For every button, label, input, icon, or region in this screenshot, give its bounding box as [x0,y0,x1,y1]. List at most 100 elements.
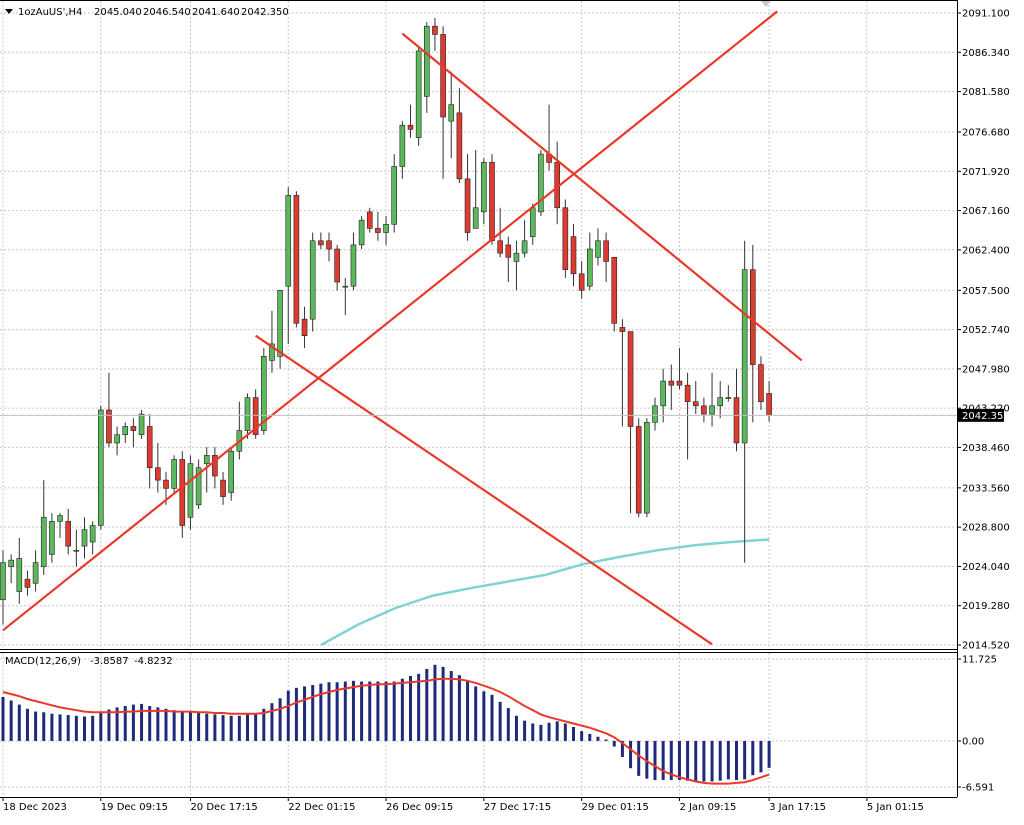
macd-bar [498,701,502,741]
macd-bar [327,682,331,741]
macd-bar [677,740,681,781]
candle [472,149,479,229]
macd-bar [580,731,584,741]
candle-body-bull [709,405,715,415]
candle-body-bear [318,240,324,246]
candle [668,364,675,410]
macd-bar [686,740,690,781]
time-tick-label: 3 Jan 17:15 [769,802,826,813]
candle [138,409,145,439]
symbol-menu-icon[interactable] [5,9,13,14]
macd-bar [735,740,738,781]
time-tick-label: 26 Dec 09:15 [386,802,453,813]
macd-bar [596,736,600,741]
candle [155,442,161,493]
candle [244,393,251,439]
macd-bar [726,740,730,780]
macd-bar [278,698,282,741]
candle [375,211,381,241]
candle [350,232,357,291]
candle-body-bear [440,34,446,118]
candle-body-bull [187,463,194,518]
macd-bar [205,713,209,741]
macd-bar [653,740,657,781]
trendline-3[interactable] [255,334,713,646]
candle [252,389,259,439]
candle-body-bull [725,397,732,399]
macd-bar [482,691,486,741]
candle-body-bear [505,244,512,258]
macd-bar [441,666,445,741]
candle-body-bull [32,562,39,584]
macd-bar [213,714,217,741]
candle-body-bull [350,244,357,287]
candle-body-bull [415,50,422,138]
candle-body-bear [130,426,137,431]
candle-body-bear [456,112,463,180]
candle-body-bear [758,364,764,403]
macd-header-signal: -4.8232 [134,656,173,667]
candle-body-bull [481,162,487,213]
candle [595,228,601,266]
candle [676,348,683,390]
macd-bar [457,675,461,741]
macd-bar [50,713,54,741]
candle-body-bear [155,467,161,481]
candle [627,331,634,514]
macd-signal-line [2,677,770,785]
candle-body-bear [766,393,772,416]
macd-bar [180,711,184,741]
macd-bar [246,714,249,741]
trendlines[interactable] [2,10,803,646]
candle-body-bear [375,228,381,233]
candle-body-bull [277,289,283,357]
candle [448,71,455,159]
time-tick-label: 18 Dec 2023 [3,802,67,813]
price-tick-label: 2071.920 [962,167,1010,178]
candle [228,447,234,501]
candle [187,455,194,530]
candle [358,216,365,250]
price-tick-label: 2014.520 [962,641,1010,652]
candle-body-bear [562,207,569,270]
macd-bar [343,681,347,741]
price-tick-label: 2086.340 [962,48,1010,59]
current-price-box [958,408,1004,422]
candle-body-bear [146,426,153,469]
price-tick-label: 2057.500 [962,286,1010,297]
candle [342,277,349,316]
time-axis[interactable]: 18 Dec 2023 19 Dec 09:15 20 Dec 17:15 22 De… [2,797,924,813]
candle [269,310,275,373]
candle [383,216,389,245]
candle [366,207,373,233]
macd-bar [360,681,364,741]
macd-bar [172,710,176,741]
macd-bar [629,740,633,769]
candle [399,121,406,179]
candle-body-bear [684,384,691,403]
candle [684,372,691,460]
candle-body-bull [269,343,275,361]
trendline-2[interactable] [401,32,803,362]
chart-shift-marker-icon[interactable] [761,1,771,7]
candle [32,550,39,592]
macd-bar [1,696,5,741]
macd-tick-label: 11.725 [962,655,997,666]
trendline-1[interactable] [2,10,778,632]
candle-body-bull [529,207,536,237]
candle-body-bull [114,434,120,444]
time-tick-label: 29 Dec 01:15 [582,802,649,813]
macd-bar [409,675,412,741]
moving-average-line [320,538,770,647]
macd-bar [767,740,771,768]
time-tick-label: 2 Jan 09:15 [679,802,736,813]
candle-body-bull [195,467,202,506]
macd-bar [514,715,518,741]
candle [538,149,544,217]
candle-body-bull [138,413,145,436]
macd-bar [392,681,396,741]
candle-body-bull [717,397,724,407]
candle [660,368,666,423]
time-tick-label: 20 Dec 17:15 [190,802,257,813]
